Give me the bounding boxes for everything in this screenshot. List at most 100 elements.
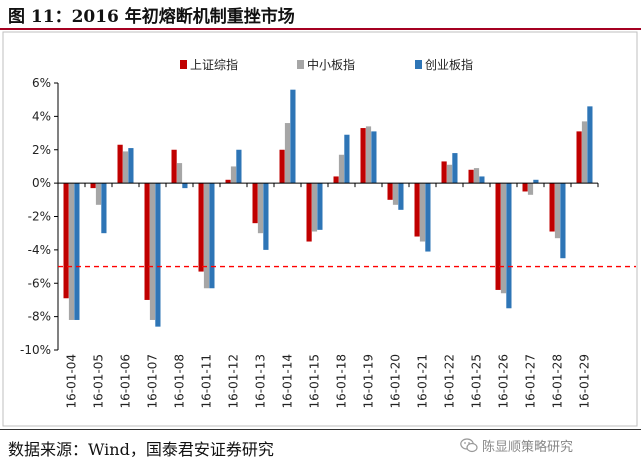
- legend: 上证综指 中小板指 创业板指: [180, 57, 473, 72]
- bar-2-16-01-07: [149, 183, 156, 320]
- legend-swatch: [415, 60, 422, 69]
- bar-2-16-01-12: [230, 166, 237, 184]
- x-tick-label: 16-01-04: [65, 354, 79, 408]
- bar-3-16-01-04: [74, 183, 80, 320]
- x-tick-label: 16-01-21: [416, 354, 430, 408]
- bar-1-16-01-11: [198, 183, 204, 272]
- bar-3-16-01-21: [425, 183, 431, 252]
- bar-1-16-01-05: [90, 183, 96, 189]
- x-tick-label: 16-01-28: [551, 354, 565, 408]
- bar-2-16-01-18: [338, 154, 345, 184]
- bar-2-16-01-15: [311, 183, 318, 232]
- bar-1-16-01-26: [495, 183, 501, 290]
- bar-3-16-01-18: [344, 134, 350, 184]
- bar-1-16-01-21: [414, 183, 420, 237]
- bar-3-16-01-25: [479, 176, 485, 184]
- x-tick-label: 16-01-27: [524, 354, 538, 408]
- x-tick-label: 16-01-22: [443, 354, 457, 408]
- bar-1-16-01-29: [576, 131, 582, 184]
- x-axis: 16-01-04 16-01-05 16-01-06 16-01-07 16-01-08…: [65, 354, 592, 408]
- bar-1-16-01-06: [117, 144, 123, 184]
- x-tick-label: 16-01-19: [362, 354, 376, 408]
- bar-1-16-01-22: [441, 161, 447, 184]
- figure-title: 图 11：2016 年初熔断机制重挫市场: [8, 7, 295, 27]
- y-tick-label: -6%: [28, 276, 51, 290]
- bar-1-16-01-25: [468, 169, 474, 184]
- y-tick-label: -8%: [28, 310, 51, 324]
- bar-2-16-01-25: [473, 168, 480, 184]
- bar-3-16-01-06: [128, 148, 134, 184]
- bar-1-16-01-08: [171, 149, 177, 184]
- bar-1-16-01-07: [144, 183, 150, 300]
- legend-swatch: [180, 60, 187, 69]
- bar-2-16-01-06: [122, 151, 129, 184]
- bar-2-16-01-11: [203, 183, 210, 289]
- bar-2-16-01-04: [68, 183, 75, 320]
- bar-1-16-01-20: [387, 183, 393, 200]
- bar-2-16-01-14: [284, 123, 291, 184]
- x-tick-label: 16-01-20: [389, 354, 403, 408]
- bar-3-16-01-22: [452, 153, 458, 184]
- x-tick-label: 16-01-25: [470, 354, 484, 408]
- bar-1-16-01-14: [279, 149, 285, 184]
- bar-2-16-01-29: [581, 121, 588, 184]
- bar-1-16-01-18: [333, 176, 339, 184]
- bar-3-16-01-28: [560, 183, 566, 259]
- x-tick-label: 16-01-29: [578, 354, 592, 408]
- bar-2-16-01-26: [500, 183, 507, 294]
- bar-1-16-01-19: [360, 128, 366, 184]
- bar-2-16-01-08: [176, 163, 183, 184]
- bar-1-16-01-12: [225, 179, 231, 184]
- y-axis: 6% 4% 2% 0% -2% -4% -6% -8% -10%: [20, 76, 59, 357]
- zero-axis: [57, 182, 599, 188]
- bar-1-16-01-28: [549, 183, 555, 232]
- bar-3-16-01-19: [371, 131, 377, 184]
- wechat-icon: [460, 438, 478, 453]
- x-tick-label: 16-01-14: [281, 354, 295, 408]
- bar-3-16-01-29: [587, 106, 593, 184]
- bar-2-16-01-22: [446, 164, 453, 184]
- y-tick-label: 2%: [32, 143, 51, 157]
- x-tick-label: 16-01-15: [308, 354, 322, 408]
- y-tick-label: -4%: [28, 243, 51, 257]
- y-tick-label: 6%: [32, 76, 51, 90]
- bar-2-16-01-21: [419, 183, 426, 242]
- y-tick-label: -2%: [28, 210, 51, 224]
- bar-1-16-01-27: [522, 183, 528, 192]
- legend-label: 上证综指: [190, 57, 238, 72]
- bar-1-16-01-13: [252, 183, 258, 224]
- bar-1-16-01-15: [306, 183, 312, 242]
- x-tick-label: 16-01-12: [227, 354, 241, 408]
- bar-2-16-01-28: [554, 183, 561, 239]
- bar-3-16-01-12: [236, 149, 242, 184]
- x-tick-label: 16-01-18: [335, 354, 349, 408]
- source-divider: [0, 429, 641, 430]
- watermark: 陈显顺策略研究: [460, 436, 573, 455]
- x-tick-label: 16-01-26: [497, 354, 511, 408]
- legend-swatch: [297, 60, 304, 69]
- y-tick-label: -10%: [20, 343, 51, 357]
- bar-3-16-01-27: [533, 179, 539, 184]
- bar-3-16-01-08: [182, 183, 188, 189]
- legend-label: 创业板指: [425, 57, 473, 72]
- bar-3-16-01-14: [290, 89, 296, 184]
- y-tick-label: 4%: [32, 109, 51, 123]
- x-tick-label: 16-01-11: [200, 354, 214, 408]
- watermark-text: 陈显顺策略研究: [482, 440, 574, 455]
- bar-2-16-01-05: [95, 183, 102, 205]
- bar-3-16-01-13: [263, 183, 269, 250]
- bar-3-16-01-20: [398, 183, 404, 210]
- x-tick-label: 16-01-08: [173, 354, 187, 408]
- x-tick-label: 16-01-05: [92, 354, 106, 408]
- bar-2-16-01-20: [392, 183, 399, 205]
- title-divider: [0, 28, 641, 30]
- bar-3-16-01-15: [317, 183, 323, 230]
- bar-2-16-01-27: [527, 183, 534, 195]
- bar-2-16-01-13: [257, 183, 264, 234]
- x-tick-label: 16-01-07: [146, 354, 160, 408]
- x-tick-label: 16-01-06: [119, 354, 133, 408]
- bar-3-16-01-26: [506, 183, 512, 309]
- bar-3-16-01-05: [101, 183, 107, 234]
- bar-3-16-01-07: [155, 183, 161, 327]
- x-tick-label: 16-01-13: [254, 354, 268, 408]
